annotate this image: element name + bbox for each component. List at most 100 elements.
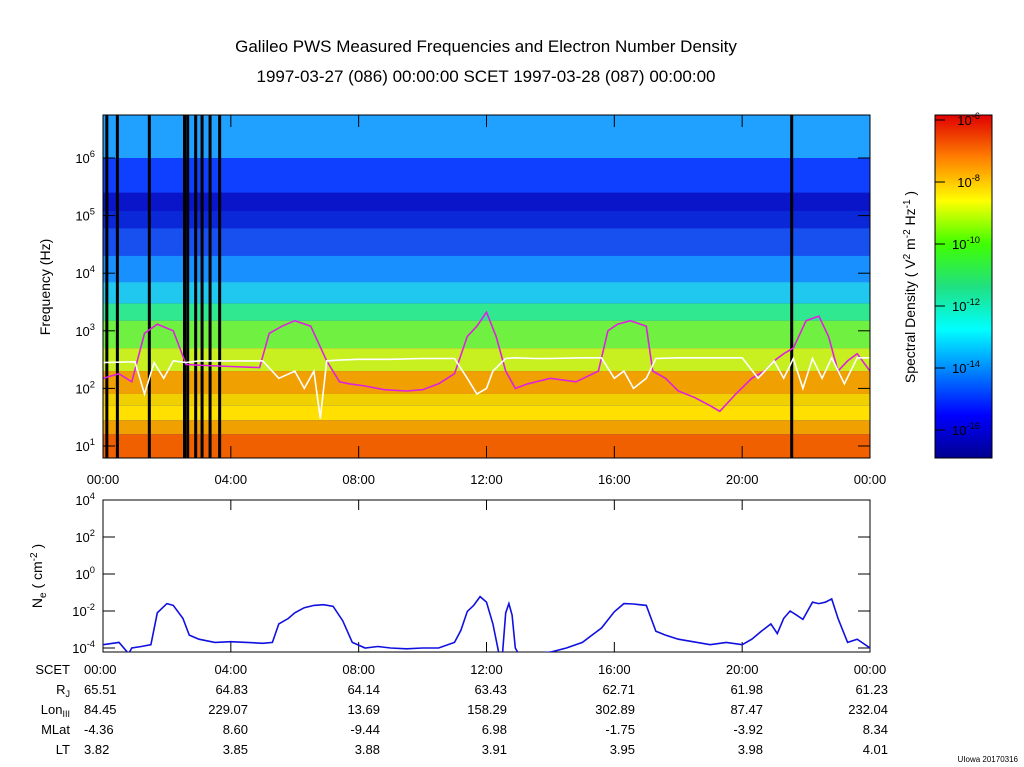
y-tick-label: 104 <box>75 491 95 508</box>
row-label-lt: LT <box>56 742 70 757</box>
row-label-lon: LonIII <box>41 702 70 719</box>
ephemeris-cells: 00:00 04:00 08:00 12:00 16:00 20:00 00:00 65.51… <box>84 662 888 757</box>
y-tick-label: 101 <box>75 437 95 454</box>
ephemeris-cell: 62.71 <box>602 682 635 697</box>
frequency-axis: 101 102 103 104 105 106 <box>75 149 870 454</box>
ephemeris-cell: 12:00 <box>470 662 503 677</box>
y-tick-label: 104 <box>75 264 95 281</box>
white-trace <box>103 355 870 419</box>
colorbar-tick-label: 10-8 <box>957 173 980 190</box>
spectrogram-band <box>103 405 870 421</box>
x-tick-label: 20:00 <box>726 472 759 487</box>
ephemeris-cell: 3.95 <box>610 742 635 757</box>
spectrogram-band <box>103 393 870 406</box>
y-tick-label: 102 <box>75 379 95 396</box>
density-panel: 104 102 100 10-2 10-4 Ne ( cm-2 ) <box>29 491 871 656</box>
frequency-axis-label: Frequency (Hz) <box>37 239 53 335</box>
y-tick-label: 100 <box>75 565 95 582</box>
data-gap <box>194 115 198 458</box>
ephemeris-cell: 3.88 <box>355 742 380 757</box>
row-label-mlat: MLat <box>41 722 70 737</box>
x-tick-label: 04:00 <box>215 472 248 487</box>
data-gap <box>182 115 186 458</box>
y-tick-label: 10-4 <box>72 639 95 656</box>
x-tick-label: 00:00 <box>854 472 887 487</box>
spectrogram-bands <box>103 115 870 458</box>
data-gap <box>200 115 204 458</box>
ephemeris-cell: 20:00 <box>726 662 759 677</box>
colorbar-tick-label: 10-14 <box>952 359 980 376</box>
spectrogram-band <box>103 348 870 372</box>
data-gap-lines <box>105 115 794 458</box>
ephemeris-cell: -4.36 <box>84 722 114 737</box>
spectrogram-band <box>103 211 870 229</box>
ephemeris-cell: 8.60 <box>223 722 248 737</box>
ephemeris-cell: 84.45 <box>84 702 117 717</box>
ephemeris-cell: -9.44 <box>350 722 380 737</box>
ephemeris-cell: 3.85 <box>223 742 248 757</box>
spectrogram-band <box>103 282 870 304</box>
colorbar-tick-label: 10-16 <box>952 421 980 438</box>
row-label-scet: SCET <box>35 662 70 677</box>
ephemeris-cell: 63.43 <box>474 682 507 697</box>
credit-label: UIowa 20170316 <box>958 755 1019 764</box>
ephemeris-cell: 3.82 <box>84 742 109 757</box>
data-gap <box>186 115 190 458</box>
ephemeris-cell: 232.04 <box>848 702 888 717</box>
ephemeris-cell: 302.89 <box>595 702 635 717</box>
spectrogram-band <box>103 158 870 193</box>
data-gap <box>790 115 794 458</box>
ephemeris-cell: 3.91 <box>482 742 507 757</box>
row-label-rj: RJ <box>56 682 70 699</box>
density-frame <box>102 499 871 653</box>
data-gap <box>208 115 212 458</box>
density-series <box>103 595 870 652</box>
ephemeris-cell: 87.47 <box>730 702 763 717</box>
data-gap <box>147 115 151 458</box>
x-tick-label: 12:00 <box>470 472 503 487</box>
colorbar-ticks: 10-6 10-8 10-10 10-12 10-14 10-16 <box>935 111 980 438</box>
ephemeris-cell: 8.34 <box>863 722 888 737</box>
colorbar-scale <box>934 114 993 459</box>
spectrogram-band <box>103 255 870 283</box>
data-gap <box>105 115 109 458</box>
density-axis-label: Ne ( cm-2 ) <box>29 544 49 608</box>
density-axis: 104 102 100 10-2 10-4 <box>72 491 870 656</box>
density-line <box>103 595 870 652</box>
spectrogram-panel: 101 102 103 104 105 106 00:00 04:00 08:00 12:00 1… <box>37 114 887 487</box>
chart-title: Galileo PWS Measured Frequencies and Ele… <box>235 37 737 56</box>
ephemeris-cell: 64.83 <box>215 682 248 697</box>
y-tick-label: 105 <box>75 207 95 224</box>
ephemeris-cell: 64.14 <box>347 682 380 697</box>
x-tick-label: 16:00 <box>598 472 631 487</box>
y-tick-label: 10-2 <box>72 602 95 619</box>
data-gap <box>115 115 119 458</box>
ephemeris-cell: -1.75 <box>605 722 635 737</box>
ephemeris-cell: 16:00 <box>598 662 631 677</box>
ephemeris-cell: 229.07 <box>208 702 248 717</box>
x-tick-label: 08:00 <box>342 472 375 487</box>
spectrogram-band <box>103 371 870 394</box>
spectrogram-band <box>103 228 870 256</box>
ephemeris-cell: 3.98 <box>738 742 763 757</box>
spectrogram-band <box>103 192 870 212</box>
colorbar: 10-6 10-8 10-10 10-12 10-14 10-16 Spectral De… <box>902 111 993 459</box>
chart-subtitle: 1997-03-27 (086) 00:00:00 SCET 1997-03-2… <box>256 67 715 86</box>
data-gap <box>218 115 222 458</box>
ephemeris-cell: 61.98 <box>730 682 763 697</box>
ephemeris-cell: 61.23 <box>855 682 888 697</box>
ephemeris-cell: 65.51 <box>84 682 117 697</box>
x-tick-label: 00:00 <box>87 472 120 487</box>
spectrogram-band <box>103 320 870 349</box>
colorbar-tick-label: 10-12 <box>952 297 980 314</box>
colorbar-label: Spectral Density ( V2 m-2 Hz-1 ) <box>902 191 918 383</box>
time-axis: 00:00 04:00 08:00 12:00 16:00 20:00 00:00 <box>87 115 887 487</box>
ephemeris-cell: 13.69 <box>347 702 380 717</box>
y-tick-label: 102 <box>75 528 95 545</box>
ephemeris-cell: 4.01 <box>863 742 888 757</box>
ephemeris-cell: 00:00 <box>84 662 117 677</box>
density-time-ticks <box>102 500 871 652</box>
ephemeris-cell: 158.29 <box>467 702 507 717</box>
y-tick-label: 106 <box>75 149 95 166</box>
